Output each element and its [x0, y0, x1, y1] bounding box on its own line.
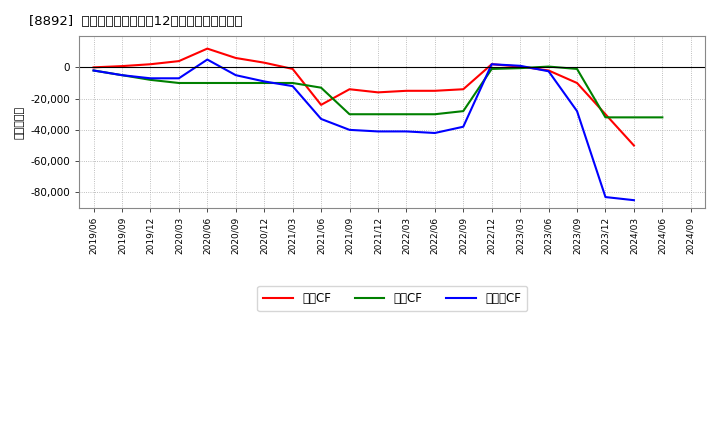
フリーCF [459, 124, 467, 129]
投資CF [89, 68, 98, 73]
投資CF [146, 77, 155, 83]
投資CF [345, 112, 354, 117]
営業CF [459, 87, 467, 92]
営業CF [89, 65, 98, 70]
フリーCF [572, 109, 581, 114]
営業CF [601, 112, 610, 117]
フリーCF [117, 73, 126, 78]
投資CF [487, 66, 496, 72]
Y-axis label: （百万円）: （百万円） [15, 106, 25, 139]
Line: フリーCF: フリーCF [94, 59, 634, 200]
投資CF [260, 81, 269, 86]
投資CF [629, 115, 638, 120]
フリーCF [374, 129, 382, 134]
投資CF [431, 112, 439, 117]
投資CF [402, 112, 410, 117]
投資CF [174, 81, 183, 86]
営業CF [487, 62, 496, 67]
フリーCF [317, 116, 325, 121]
フリーCF [89, 68, 98, 73]
投資CF [544, 64, 553, 69]
投資CF [203, 81, 212, 86]
営業CF [288, 66, 297, 72]
営業CF [260, 60, 269, 65]
投資CF [459, 109, 467, 114]
投資CF [231, 81, 240, 86]
営業CF [516, 64, 524, 69]
投資CF [516, 66, 524, 71]
営業CF [317, 102, 325, 107]
営業CF [345, 87, 354, 92]
フリーCF [516, 63, 524, 69]
フリーCF [203, 57, 212, 62]
営業CF [431, 88, 439, 93]
営業CF [629, 143, 638, 148]
営業CF [117, 63, 126, 69]
Text: [8892]  キャッシュフローの12か月移動合計の推移: [8892] キャッシュフローの12か月移動合計の推移 [30, 15, 243, 28]
フリーCF [601, 194, 610, 200]
フリーCF [174, 76, 183, 81]
投資CF [572, 66, 581, 72]
営業CF [203, 46, 212, 51]
フリーCF [231, 73, 240, 78]
投資CF [288, 81, 297, 86]
投資CF [117, 73, 126, 78]
投資CF [317, 85, 325, 90]
フリーCF [345, 127, 354, 132]
営業CF [174, 59, 183, 64]
投資CF [601, 115, 610, 120]
Legend: 営業CF, 投資CF, フリーCF: 営業CF, 投資CF, フリーCF [258, 286, 527, 311]
フリーCF [487, 62, 496, 67]
フリーCF [402, 129, 410, 134]
投資CF [658, 115, 667, 120]
営業CF [231, 55, 240, 61]
営業CF [572, 81, 581, 86]
Line: 営業CF: 営業CF [94, 48, 634, 146]
フリーCF [288, 84, 297, 89]
投資CF [374, 112, 382, 117]
フリーCF [544, 69, 553, 74]
営業CF [146, 62, 155, 67]
フリーCF [260, 79, 269, 84]
フリーCF [146, 76, 155, 81]
営業CF [402, 88, 410, 93]
営業CF [544, 68, 553, 73]
営業CF [374, 90, 382, 95]
フリーCF [431, 130, 439, 136]
フリーCF [629, 198, 638, 203]
Line: 投資CF: 投資CF [94, 66, 662, 117]
